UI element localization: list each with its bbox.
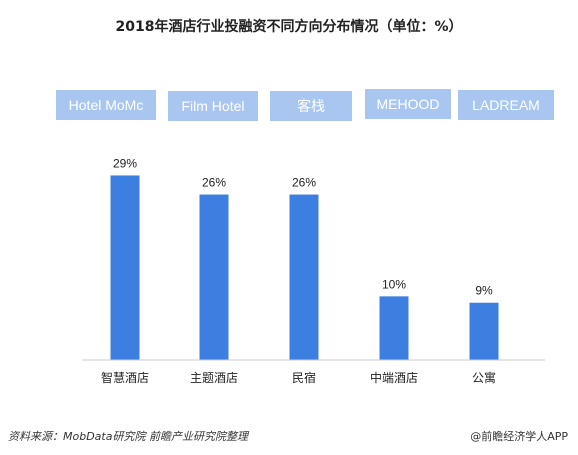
bar-4 [379, 296, 409, 360]
value-label-3: 26% [292, 176, 316, 190]
bar-1 [110, 175, 140, 360]
value-label-4: 10% [382, 277, 406, 291]
category-label-2: 主题酒店 [190, 371, 238, 385]
category-label-1: 智慧酒店 [101, 370, 149, 385]
category-label-3: 民宿 [292, 370, 316, 385]
bar-5 [469, 302, 499, 360]
brand-label-3: 客栈 [270, 91, 352, 121]
value-label-2: 26% [202, 176, 226, 190]
category-label-4: 中端酒店 [370, 370, 418, 385]
brand-label-5: LADREAM [458, 90, 554, 120]
category-label-5: 公寓 [472, 370, 496, 385]
category-labels-group: 智慧酒店 主题酒店 民宿 中端酒店 公寓 [101, 370, 496, 385]
brand-label-4: MEHOOD [365, 89, 451, 119]
bar-3 [289, 194, 319, 360]
bar-2 [199, 194, 229, 360]
brand-label-1: Hotel MoMc [56, 90, 156, 120]
value-labels-group: 29% 26% 26% 10% 9% [113, 156, 493, 297]
credit-note: @前瞻经济学人APP [470, 430, 568, 443]
value-label-1: 29% [113, 156, 137, 170]
source-note: 资料来源：MobData研究院 前瞻产业研究院整理 [8, 430, 248, 443]
bars-group [110, 175, 499, 360]
chart-title: 2018年酒店行业投融资不同方向分布情况（单位：%） [115, 19, 463, 35]
value-label-5: 9% [475, 284, 493, 298]
brand-label-2: Film Hotel [168, 91, 258, 121]
